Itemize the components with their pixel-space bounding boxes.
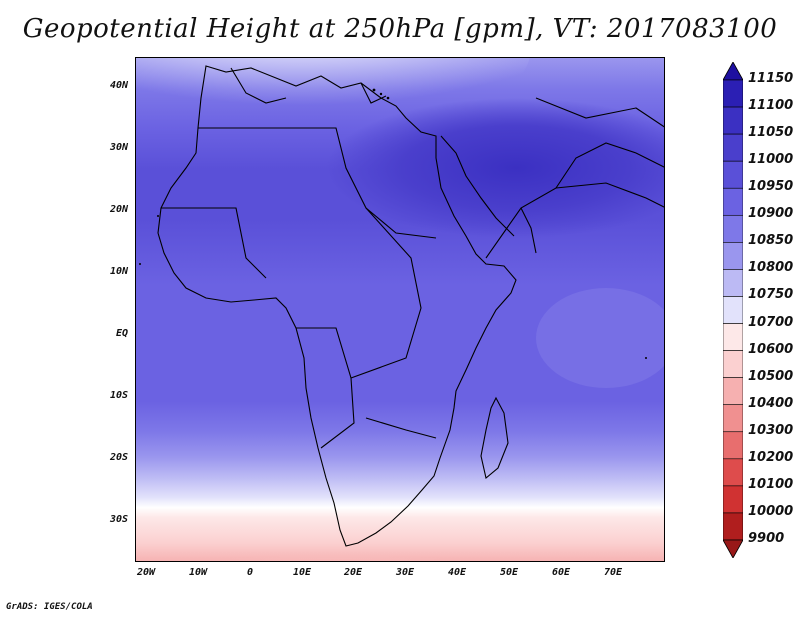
colorbar-swatch <box>723 296 743 324</box>
map-panel <box>135 57 665 562</box>
chart-title: Geopotential Height at 250hPa [gpm], VT:… <box>22 14 778 44</box>
colorbar-level-label: 10500 <box>748 368 794 384</box>
colorbar-swatch <box>723 133 743 162</box>
lat-tick-label: 20S <box>109 452 128 463</box>
colorbar-level-label: 11050 <box>748 125 794 141</box>
lon-tick-label: 10W <box>188 567 208 578</box>
colorbar-swatch <box>723 160 743 189</box>
lon-tick-label: 60E <box>551 567 571 578</box>
colorbar-bottom-arrow <box>723 539 743 558</box>
colorbar-swatch <box>723 269 743 297</box>
colorbar-swatch <box>723 187 743 216</box>
colorbar-swatch <box>723 350 743 378</box>
islands <box>139 88 647 359</box>
colorbar-swatch <box>723 242 743 270</box>
lat-tick-label: EQ <box>115 328 128 339</box>
lon-tick-label: 10E <box>292 567 312 578</box>
lat-tick-label: 30S <box>109 514 128 525</box>
lat-tick-label: 30N <box>109 142 128 153</box>
colorbar-swatch <box>723 106 743 135</box>
colorbar-level-label: 10300 <box>748 422 794 438</box>
colorbar-swatch <box>723 377 743 406</box>
lat-tick-label: 10S <box>109 390 128 401</box>
colorbar-level-label: 9900 <box>748 531 785 546</box>
colorbar-level-label: 11150 <box>748 71 794 86</box>
lon-tick-label: 30E <box>395 567 415 578</box>
lon-tick-label: 70E <box>603 567 623 578</box>
colorbar-swatch <box>723 485 743 514</box>
asian-high <box>326 98 664 238</box>
coastlines <box>157 65 664 547</box>
colorbar-level-label: 10100 <box>748 476 794 492</box>
colorbar-level-label: 10800 <box>748 260 794 276</box>
lat-tick-label: 40N <box>109 80 128 91</box>
lat-tick-label: 10N <box>109 266 128 277</box>
colorbar-swatch <box>723 512 743 541</box>
colorbar-swatch <box>723 404 743 433</box>
indian-ocean-anomaly <box>536 288 664 388</box>
colorbar-level-label: 10200 <box>748 449 794 465</box>
colorbar-swatch <box>723 431 743 460</box>
colorbar <box>723 62 743 558</box>
colorbar-level-label: 10400 <box>748 395 794 411</box>
lon-tick-label: 50E <box>499 567 519 578</box>
southern-trough <box>136 528 558 561</box>
colorbar-level-label: 10750 <box>748 287 794 303</box>
lon-tick-label: 40E <box>447 567 467 578</box>
lon-tick-label: 0 <box>246 567 254 578</box>
colorbar-level-label: 10950 <box>748 179 794 195</box>
grads-credit: GrADS: IGES/COLA <box>6 602 93 612</box>
colorbar-level-label: 10000 <box>748 503 794 519</box>
colorbar-level-label: 10900 <box>748 206 794 222</box>
geopotential-map <box>136 58 664 561</box>
colorbar-swatch <box>723 458 743 487</box>
colorbar-top-arrow <box>723 62 743 81</box>
colorbar-level-label: 10700 <box>748 314 794 330</box>
colorbar-level-label: 11000 <box>748 152 794 168</box>
colorbar-level-label: 10850 <box>748 233 794 249</box>
colorbar-level-label: 11100 <box>748 98 794 114</box>
colorbar-swatch <box>723 323 743 351</box>
colorbar-level-label: 10600 <box>748 341 794 357</box>
lon-tick-label: 20W <box>136 567 156 578</box>
lat-tick-label: 20N <box>109 204 128 215</box>
lon-tick-label: 20E <box>343 567 363 578</box>
colorbar-swatch <box>723 214 743 243</box>
colorbar-swatch <box>723 79 743 108</box>
